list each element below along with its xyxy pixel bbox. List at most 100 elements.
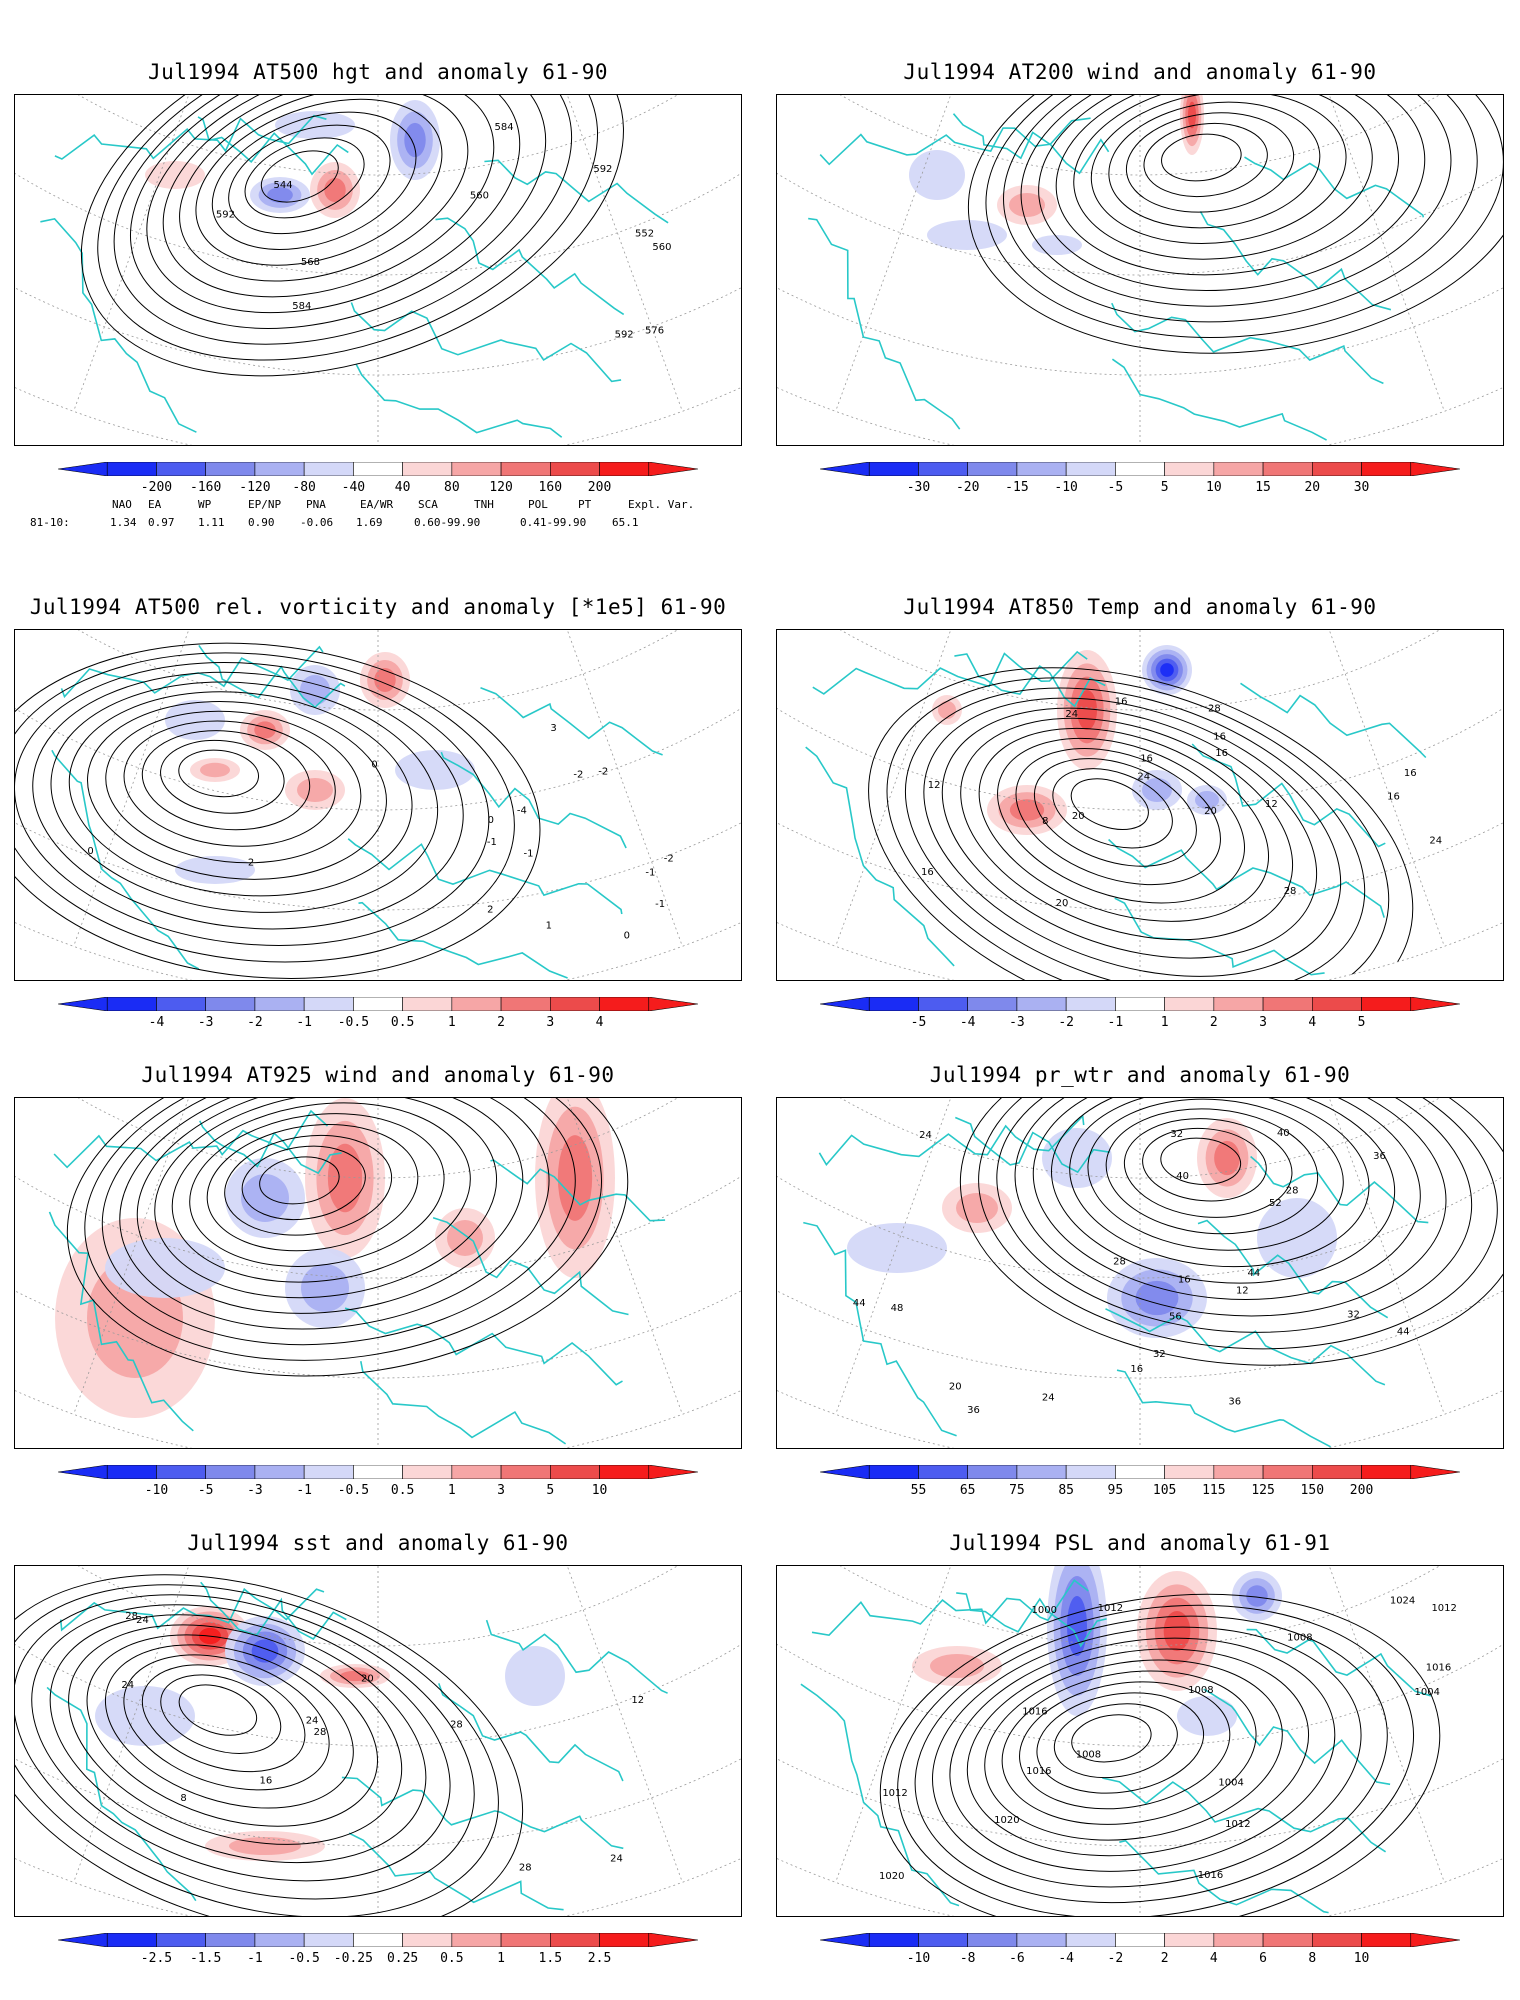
contour-label: 48 [891,1303,904,1314]
contour-label: 24 [610,1853,623,1864]
contour-label: 40 [1277,1128,1290,1139]
colorbar-tick-label: 150 [1300,1483,1325,1498]
contour-label: 20 [1204,806,1217,817]
index-value: 1.34 [110,516,137,529]
contour-label: 28 [1284,886,1297,897]
map-canvas: 20 16 16 16 8 12 16 20 24 28 24 20 16 16 24 28 12 16 [777,630,1503,980]
contour-label: 1016 [1426,1662,1451,1673]
colorbar-tick-label: -1 [296,1483,312,1498]
contour-label: 16 [259,1776,272,1787]
colorbar-tick-label: -40 [341,480,366,495]
contour-label: -2 [664,853,674,864]
contour-label: 16 [1213,732,1226,743]
colorbar-tick-label: 0.25 [386,1951,419,1966]
contour-label: 44 [1247,1268,1260,1279]
contour-label: 592 [593,164,612,175]
colorbar-tick-label: 80 [444,480,460,495]
index-name: PT [578,498,592,511]
contour-label: 28 [450,1719,463,1730]
contour-label: 12 [1265,799,1278,810]
contour-label: 56 [1169,1312,1182,1323]
colorbar-tick-label: -8 [959,1951,976,1966]
colorbar-tick-label: 10 [1353,1951,1370,1966]
contour-label: 20 [949,1382,962,1393]
colorbar-tick-label: -3 [197,1015,214,1030]
map-frame [14,1097,742,1449]
index-name: PNA [306,498,326,511]
map-canvas: 544 552 560 560 568 576 584 584 592 592 592 [15,95,741,445]
index-value: 0.60-99.90 [414,516,481,529]
contour-label: 40 [1176,1171,1189,1182]
colorbar-tick-label: 30 [1353,480,1370,495]
contour-label: 16 [1130,1364,1143,1375]
colorbar-tick-label: -2 [1107,1951,1124,1966]
contour-label: 24 [919,1130,932,1141]
contour-label: -4 [517,805,527,816]
colorbar-tick-label: -160 [190,480,222,495]
colorbar-tick-label: -10 [144,1483,169,1498]
colorbar-tick-label: 115 [1202,1483,1226,1498]
colorbar-tick-label: 65 [959,1483,976,1498]
contour-label: -1 [655,899,665,910]
colorbar-tick-label: -20 [955,480,980,495]
contour-label: 1008 [1287,1633,1312,1644]
contour-label: 12 [1236,1286,1249,1297]
index-value: -0.06 [300,516,334,529]
map-frame: 1012 1016 1020 1024 1004 1008 1012 1016 1004 1008… [776,1565,1504,1917]
contour-label: 16 [1387,791,1400,802]
map-canvas: 1012 1016 1020 1024 1004 1008 1012 1016 1004 1008… [777,1566,1503,1916]
contour-label: 12 [928,780,941,791]
colorbar-tick-label: 95 [1107,1483,1124,1498]
colorbar-tick-label: 5 [1160,480,1169,495]
colorbar-tick-label: 75 [1009,1483,1025,1498]
colorbar [58,1933,698,1947]
colorbar-tick-label: -10 [906,1951,931,1966]
contour-label: 28 [314,1727,327,1738]
colorbar [820,462,1460,476]
index-value: 1.69 [356,516,383,529]
contour-label: 24 [306,1715,319,1726]
contour-label: 16 [1115,696,1128,707]
colorbar-tick-label: 3 [546,1015,555,1030]
contour-label: 16 [921,867,934,878]
contour-label: 20 [1072,811,1085,822]
contour-label: 560 [652,242,671,253]
panel-title: Jul1994 AT200 wind and anomaly 61-90 [903,60,1377,84]
contour-label: 1024 [1390,1595,1415,1606]
colorbar-tick-label: -2.5 [140,1951,173,1966]
colorbar-tick-label: -6 [1009,1951,1025,1966]
colorbar-tick-label: -15 [1005,480,1029,495]
colorbar-tick-label: 85 [1058,1483,1074,1498]
colorbar [58,1465,698,1479]
contour-label: 592 [615,329,634,340]
colorbar-tick-label: 200 [587,480,612,495]
contour-label: 576 [645,326,664,337]
colorbar [58,997,698,1011]
colorbar-tick-label: -1 [247,1951,263,1966]
contour-label: 28 [1113,1256,1126,1267]
colorbar-tick-label: 1 [497,1951,505,1966]
colorbar-tick-label: 0.5 [390,1015,415,1030]
contour-label: -1 [523,848,533,859]
colorbar-tick-label: -30 [906,480,931,495]
map-canvas: -1 -2 -2 -1 2 3 -2 0 -1 1 -4 0 0 -1 2 0 [15,630,741,980]
contour-label: -1 [645,868,655,879]
index-name: WP [198,498,212,511]
colorbar-tick-label: 105 [1152,1483,1177,1498]
contour-label: 1000 [1032,1605,1057,1616]
index-name: Expl. Var. [628,498,695,511]
contour-label: 1016 [1198,1870,1223,1881]
contour-label: 16 [1404,768,1417,779]
contour-label: 544 [274,180,293,191]
contour-label: 1004 [1415,1687,1440,1698]
map-frame: -1 -2 -2 -1 2 3 -2 0 -1 1 -4 0 0 -1 2 0 [14,629,742,981]
index-value: 65.1 [612,516,639,529]
panel-title: Jul1994 AT925 wind and anomaly 61-90 [141,1063,615,1087]
contour-label: 1008 [1076,1749,1101,1760]
colorbar-tick-label: -4 [959,1015,976,1030]
panel-title: Jul1994 sst and anomaly 61-90 [187,1531,569,1555]
contour-label: 8 [180,1793,186,1804]
contour-label: 36 [1228,1396,1241,1407]
contour-label: 24 [136,1615,149,1626]
index-name: EA [148,498,162,511]
